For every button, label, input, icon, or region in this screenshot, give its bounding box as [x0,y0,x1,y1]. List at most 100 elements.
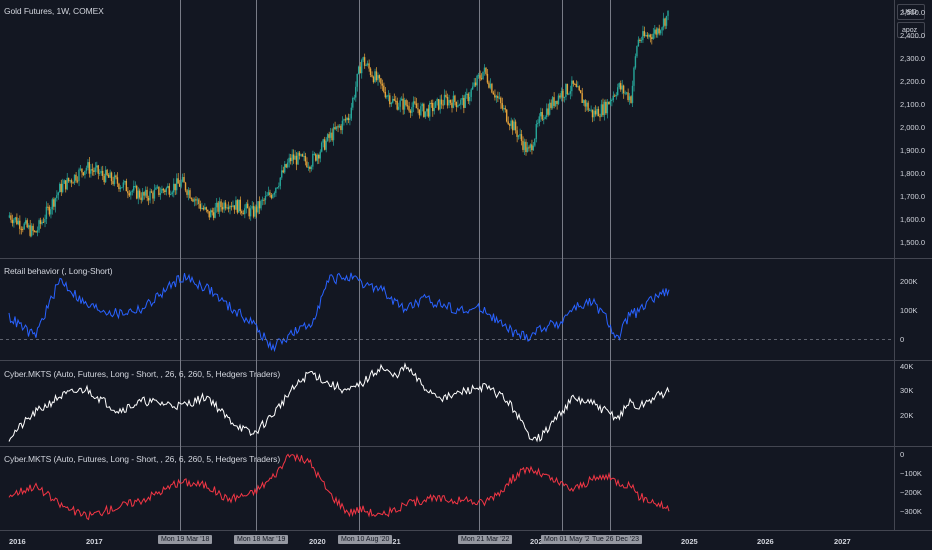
candle-body [91,169,93,171]
candle-body [473,82,475,87]
candle-body [646,35,648,37]
candle-body [67,177,70,182]
candle-body [559,95,561,98]
candle-body [221,207,224,210]
candle-body [396,101,398,110]
candle-body [431,102,434,112]
candle-body [53,199,55,207]
candle-body [366,63,369,66]
candle-body [93,170,95,172]
candle-body [665,15,668,26]
candle-body [16,217,18,225]
candle-body [50,209,52,215]
candle-body [138,190,141,198]
candle-body [442,104,444,106]
candle-body [316,154,318,161]
candle-body [251,206,253,209]
candle-body [640,40,643,42]
candle-body [532,145,535,151]
candle-body [550,102,552,108]
candle-body [393,98,395,101]
candle-body [584,100,586,107]
candle-body [301,154,304,157]
price-tick-label: 2,500.0 [900,7,926,17]
candle-body [27,225,30,228]
candle-body [355,86,357,98]
candle-body [205,207,207,210]
candle-body [531,144,533,151]
candle-body [443,94,446,105]
candle-body [22,228,24,230]
candle-body [458,104,461,106]
candle-body [491,83,493,93]
candle-body [587,102,589,111]
currency-button[interactable]: USD [897,4,925,20]
candle-body [133,185,135,191]
candle-body [392,98,394,103]
candle-body [59,183,61,193]
candle-body [227,207,230,209]
candle-body [520,134,523,141]
candle-body [121,187,123,189]
candle-body [383,85,385,92]
candle-body [56,195,58,199]
candle-body [223,202,225,210]
candle-body [500,97,502,104]
candle-body [565,84,567,98]
hedgers-series-line [8,453,670,521]
candle-body [612,95,614,101]
candle-body [340,125,342,131]
candle-body [134,185,136,187]
candle-body [394,100,397,102]
candle-body [146,189,148,198]
retail-tick-label: 100K [900,305,918,315]
candle-body [482,71,484,79]
candle-body [545,108,548,118]
candle-body [337,126,339,128]
candle-body [597,108,600,117]
candle-body [437,99,440,110]
candle-body [286,162,289,168]
candle-body [495,96,498,98]
year-label-2016: 2016 [9,537,26,546]
candle-body [294,155,296,160]
candle-body [363,57,366,66]
candle-body [615,94,617,96]
candle-body [572,80,574,84]
candle-body [115,175,117,178]
candle-body [430,102,432,104]
candle-body [485,67,487,74]
price-tick-label: 1,700.0 [900,191,926,201]
candle-body [320,142,323,152]
candle-body [494,94,496,98]
candle-body [353,97,355,99]
candle-body [408,106,410,111]
candle-body [232,205,234,207]
candle-body [149,191,151,201]
candle-body [289,157,292,162]
candle-body [362,57,364,61]
candle-body [13,219,15,224]
candle-body [326,134,329,141]
candle-body [190,198,193,200]
candle-body [624,92,626,94]
candle-body [193,199,196,202]
candle-body [369,68,372,75]
candle-body [523,141,526,150]
price-tick-label: 1,500.0 [900,237,926,247]
candle-body [556,100,558,104]
candle-body [186,190,188,195]
candle-body [167,186,169,188]
candle-body [20,228,22,230]
candle-body [261,199,264,201]
candle-body [334,127,336,130]
candle-body [127,191,129,194]
candle-body [168,186,170,195]
scale-mode-button[interactable]: apoz [897,22,925,38]
candle-body [54,198,56,207]
candle-body [433,107,435,112]
candle-body [389,95,391,105]
candle-body [215,202,218,208]
candle-body [96,165,98,168]
